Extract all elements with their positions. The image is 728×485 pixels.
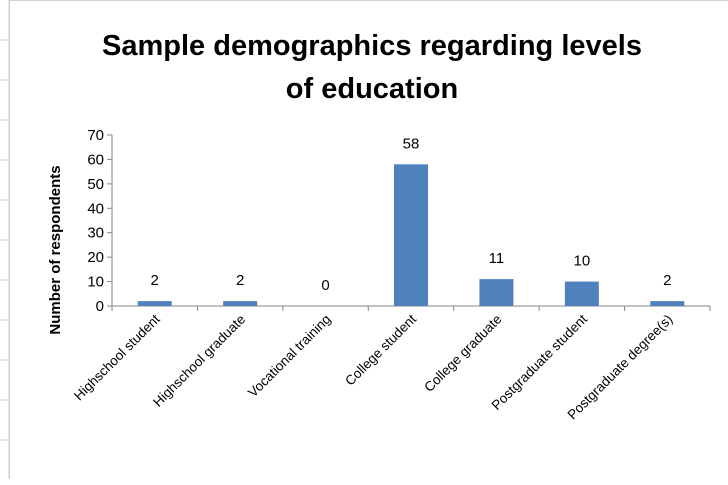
chart-area[interactable]: Sample demographics regarding levels of … (9, 0, 728, 479)
bar (223, 301, 258, 306)
x-tick-label: College student (342, 311, 419, 388)
data-label: 0 (321, 277, 329, 294)
bar (479, 279, 514, 306)
chart-title-line-1: Sample demographics regarding levels (102, 30, 642, 62)
bar (137, 301, 172, 306)
bar (650, 301, 685, 306)
y-tick-label: 0 (96, 298, 104, 315)
chart-title-line-2: of education (286, 73, 458, 105)
x-tick-label: Highschool student (71, 311, 163, 403)
data-label: 2 (151, 272, 159, 289)
data-label: 58 (403, 135, 420, 152)
data-label: 2 (663, 272, 671, 289)
x-tick-label: College graduate (421, 312, 504, 395)
y-tick-label: 70 (87, 127, 104, 144)
bar (394, 164, 428, 306)
bar (564, 281, 599, 306)
data-label: 11 (489, 250, 505, 267)
x-tick-label: Vocational training (245, 312, 334, 401)
y-tick-label: 30 (87, 225, 104, 242)
y-tick-label: 50 (87, 176, 104, 193)
y-tick-label: 10 (87, 274, 104, 291)
data-label: 10 (574, 253, 591, 270)
data-label: 2 (236, 272, 244, 289)
bar-chart: Sample demographics regarding levels of … (47, 30, 711, 422)
y-tick-label: 20 (87, 249, 104, 266)
y-tick-label: 40 (87, 200, 104, 217)
y-tick-label: 60 (87, 151, 104, 168)
y-axis-label: Number of respondents (47, 165, 64, 334)
x-tick-label: Postgraduate student (489, 311, 591, 413)
x-tick-label: Highschool graduate (150, 312, 248, 410)
